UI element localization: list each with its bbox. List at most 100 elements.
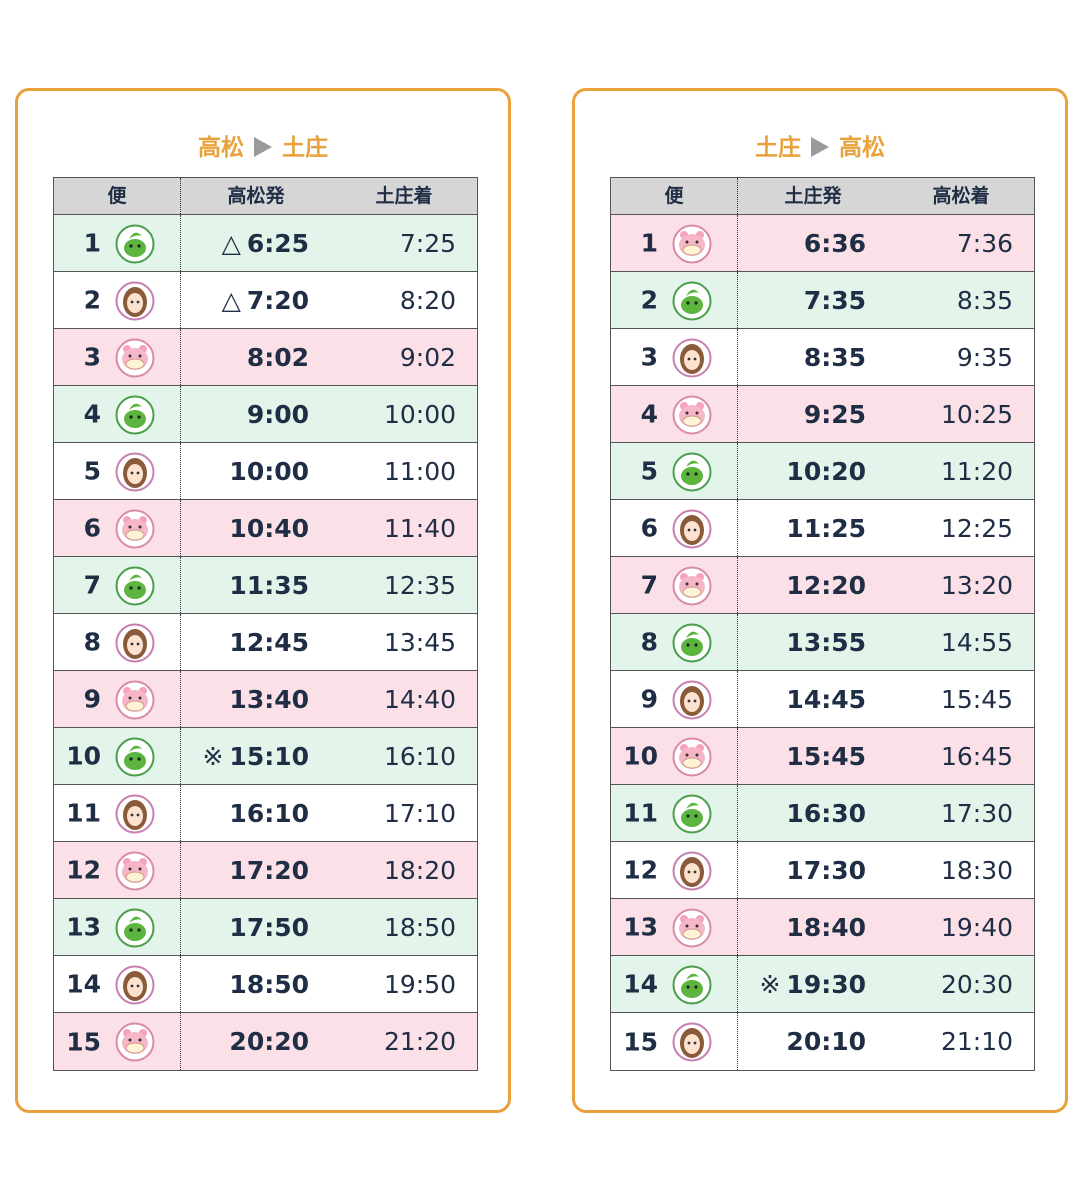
trip-number: 5 xyxy=(640,456,658,486)
character-icon xyxy=(672,395,712,435)
character-icon xyxy=(115,338,155,378)
departure-time: 15:10 xyxy=(229,741,309,771)
trip-cell: 11 xyxy=(54,785,181,841)
character-icon xyxy=(672,737,712,777)
departure-time: 8:02 xyxy=(246,342,309,372)
departure-cell: ※ 15:10 xyxy=(181,742,331,771)
trip-number: 3 xyxy=(640,342,658,372)
character-icon xyxy=(672,452,712,492)
trip-cell: 5 xyxy=(54,443,181,499)
header-cell: 高松着 xyxy=(932,185,990,207)
trip-cell: 1 xyxy=(54,215,181,271)
trip-cell: 12 xyxy=(54,842,181,898)
trip-cell: 9 xyxy=(611,671,738,727)
panel-title: 高松 土庄 xyxy=(15,128,511,162)
departure-cell: 7:35 xyxy=(738,286,888,315)
character-icon xyxy=(115,908,155,948)
note-mark: ※ xyxy=(202,741,224,771)
trip-cell: 12 xyxy=(611,842,738,898)
departure-cell: 10:40 xyxy=(181,514,331,543)
trip-cell: 6 xyxy=(54,500,181,556)
arrival-time: 8:35 xyxy=(956,285,1013,315)
trip-number: 11 xyxy=(623,798,658,828)
trip-number: 6 xyxy=(640,513,658,543)
arrival-time: 17:30 xyxy=(940,798,1013,828)
trip-number: 13 xyxy=(623,912,658,942)
departure-cell: 18:50 xyxy=(181,970,331,999)
panel-frame xyxy=(15,88,511,1113)
trip-cell: 11 xyxy=(611,785,738,841)
arrival-time: 15:45 xyxy=(940,684,1013,714)
departure-cell: 18:40 xyxy=(738,913,888,942)
row: 6 10:40 11:40 xyxy=(54,500,477,557)
departure-cell: 12:45 xyxy=(181,628,331,657)
departure-time: 20:20 xyxy=(229,1027,309,1056)
arrival-time: 9:02 xyxy=(399,342,456,372)
departure-time: 11:35 xyxy=(229,570,309,600)
header-cell: 便 xyxy=(54,178,181,214)
note-mark: △ xyxy=(221,228,241,258)
departure-cell: 16:10 xyxy=(181,799,331,828)
panel-frame xyxy=(572,88,1068,1113)
trip-cell: 15 xyxy=(611,1013,738,1070)
departure-cell: 10:00 xyxy=(181,457,331,486)
departure-cell: 16:30 xyxy=(738,799,888,828)
departure-cell: 6:36 xyxy=(738,229,888,258)
arrival-time: 20:30 xyxy=(940,969,1013,999)
character-icon xyxy=(672,794,712,834)
row: 4 9:25 10:25 xyxy=(611,386,1034,443)
arrival-time: 19:50 xyxy=(383,969,456,999)
trip-number: 1 xyxy=(83,228,101,258)
character-icon xyxy=(672,509,712,549)
row: 7 12:20 13:20 xyxy=(611,557,1034,614)
character-icon xyxy=(115,680,155,720)
header-cell: 便 xyxy=(611,178,738,214)
row: 5 10:20 11:20 xyxy=(611,443,1034,500)
trip-cell: 7 xyxy=(54,557,181,613)
trip-cell: 2 xyxy=(611,272,738,328)
trip-number: 4 xyxy=(640,399,658,429)
departure-cell: 8:35 xyxy=(738,343,888,372)
row: 1 △ 6:25 7:25 xyxy=(54,215,477,272)
departure-time: 16:10 xyxy=(229,798,309,828)
panel-title: 土庄 高松 xyxy=(572,128,1068,162)
arrival-time: 19:40 xyxy=(940,912,1013,942)
departure-time: 18:40 xyxy=(786,912,866,942)
arrow-icon xyxy=(811,137,829,157)
trip-cell: 1 xyxy=(611,215,738,271)
character-icon xyxy=(672,851,712,891)
arrival-time: 11:20 xyxy=(940,456,1013,486)
row: 3 8:35 9:35 xyxy=(611,329,1034,386)
row: 10 ※ 15:10 16:10 xyxy=(54,728,477,785)
trip-number: 3 xyxy=(83,342,101,372)
character-icon xyxy=(115,224,155,264)
departure-cell: 12:20 xyxy=(738,571,888,600)
departure-time: 8:35 xyxy=(803,342,866,372)
row: 12 17:20 18:20 xyxy=(54,842,477,899)
departure-time: 14:45 xyxy=(786,684,866,714)
arrival-time: 8:20 xyxy=(399,285,456,315)
from-station: 高松 xyxy=(198,135,244,161)
trip-number: 9 xyxy=(83,684,101,714)
arrival-time: 7:25 xyxy=(399,228,456,258)
trip-cell: 6 xyxy=(611,500,738,556)
header-cell: 土庄発 xyxy=(784,185,842,207)
row: 15 20:10 21:10 xyxy=(611,1013,1034,1070)
character-icon xyxy=(672,281,712,321)
departure-cell: 17:30 xyxy=(738,856,888,885)
row: 12 17:30 18:30 xyxy=(611,842,1034,899)
timetable: 便 高松発 土庄着 1 △ 6:25 7:25 2 △ 7:20 8:20 3 8:02 9:02 4 9:0… xyxy=(53,177,478,1071)
arrival-time: 10:25 xyxy=(940,399,1013,429)
character-icon xyxy=(115,794,155,834)
character-icon xyxy=(672,338,712,378)
departure-cell: 17:20 xyxy=(181,856,331,885)
departure-time: 20:10 xyxy=(786,1027,866,1056)
row: 11 16:10 17:10 xyxy=(54,785,477,842)
character-icon xyxy=(115,452,155,492)
row: 5 10:00 11:00 xyxy=(54,443,477,500)
character-icon xyxy=(672,908,712,948)
character-icon xyxy=(672,1022,712,1062)
arrival-time: 13:45 xyxy=(383,627,456,657)
row: 3 8:02 9:02 xyxy=(54,329,477,386)
trip-number: 1 xyxy=(640,228,658,258)
